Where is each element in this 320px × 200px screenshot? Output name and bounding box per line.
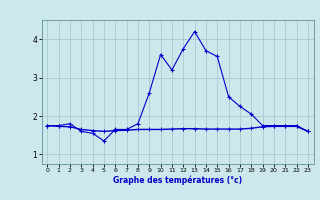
X-axis label: Graphe des températures (°c): Graphe des températures (°c) xyxy=(113,176,242,185)
